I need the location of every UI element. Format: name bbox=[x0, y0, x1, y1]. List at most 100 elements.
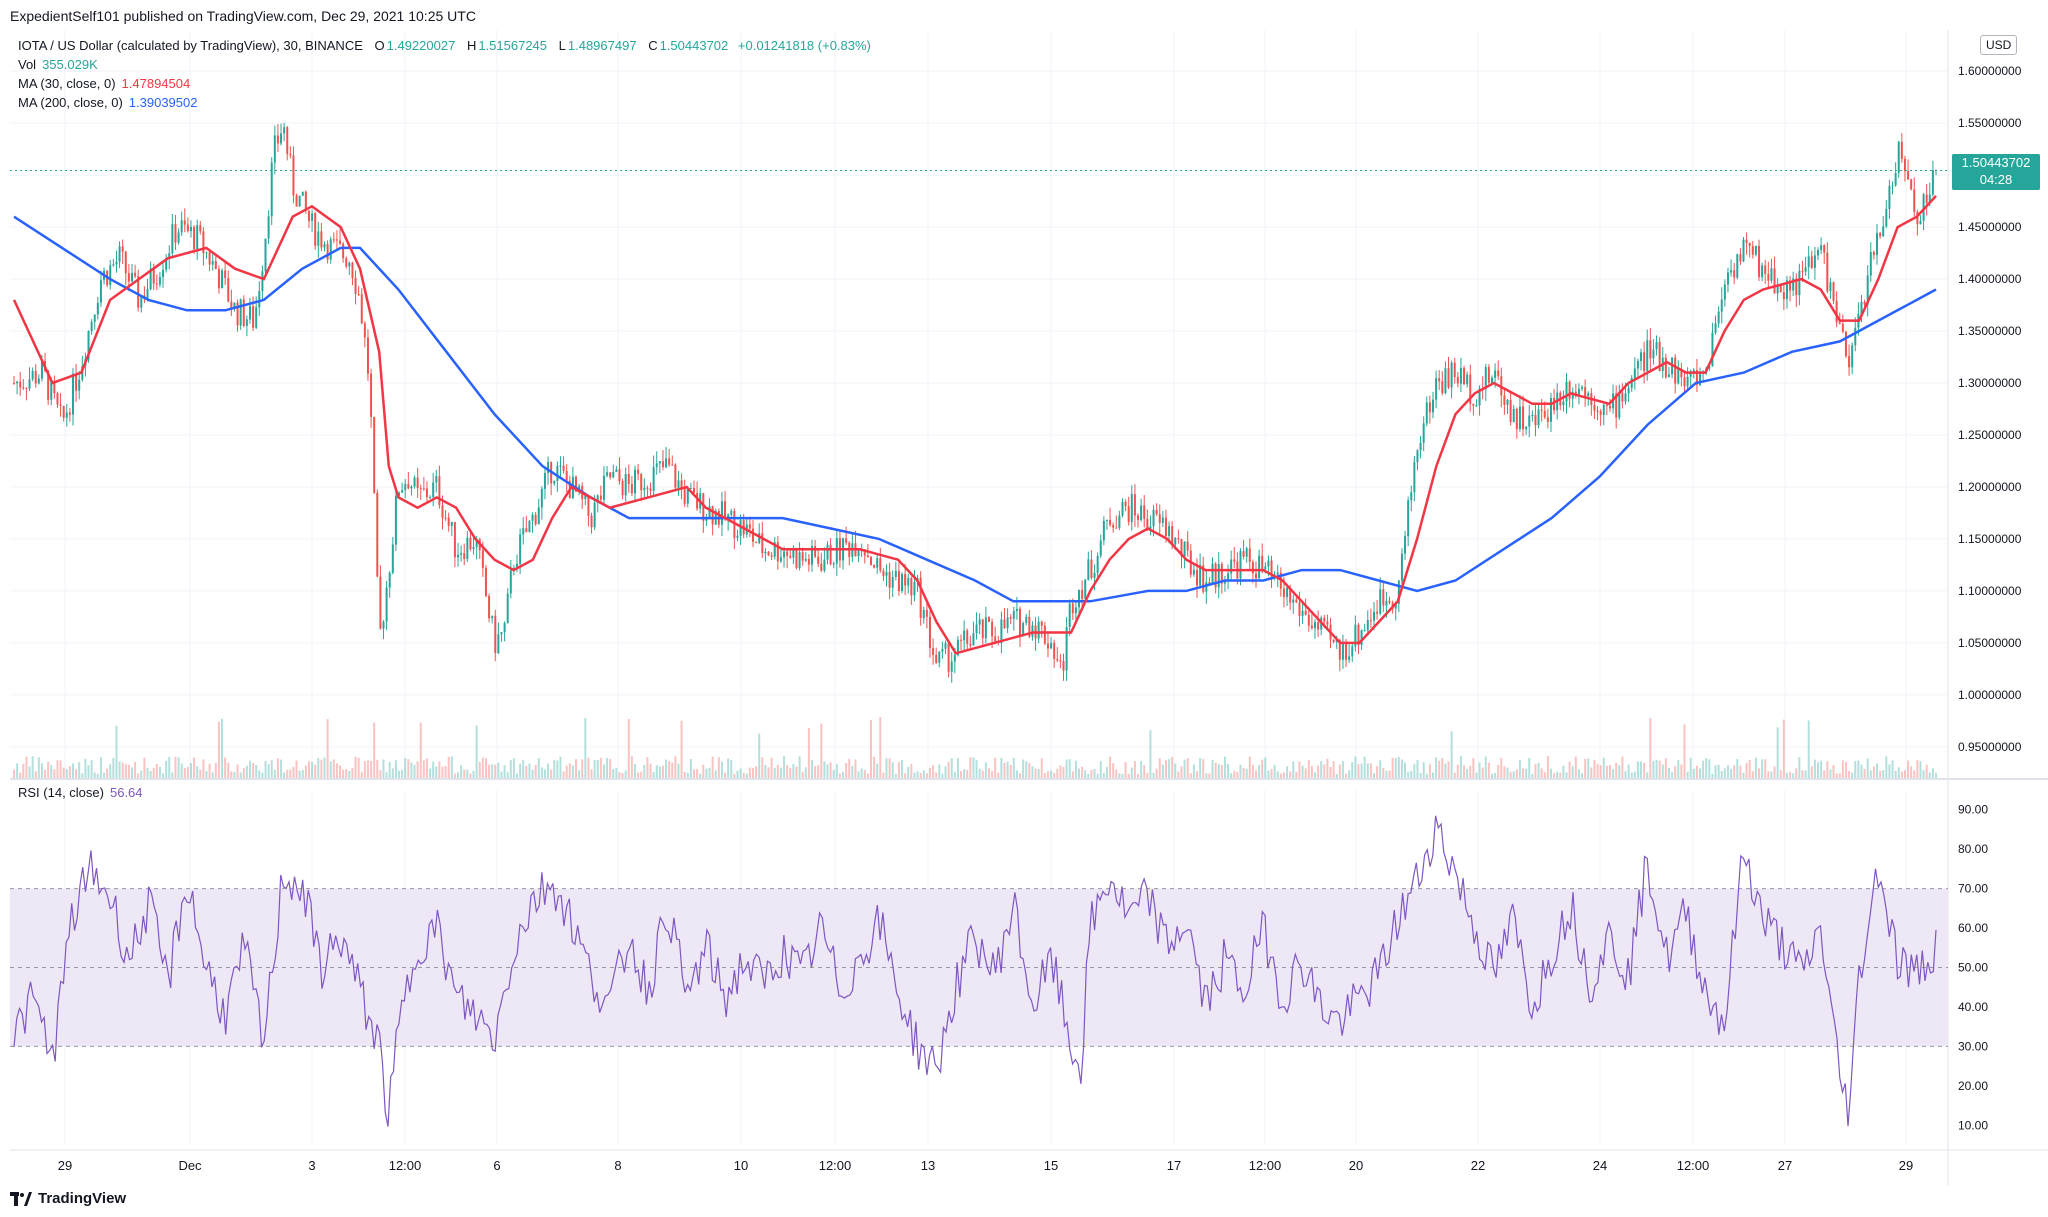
candle-body bbox=[751, 528, 754, 542]
legend-rsi-label: RSI (14, close) bbox=[18, 785, 104, 800]
volume-bar bbox=[1615, 762, 1618, 778]
candle-body bbox=[1658, 342, 1661, 372]
volume-bar bbox=[398, 770, 401, 778]
last-price-badge: 1.50443702 04:28 bbox=[1952, 154, 2040, 190]
candle-body bbox=[292, 155, 295, 196]
candle-body bbox=[13, 383, 15, 385]
candle-body bbox=[1543, 410, 1546, 418]
candle-body bbox=[1376, 611, 1379, 614]
candle-body bbox=[829, 544, 832, 565]
candle-body bbox=[1323, 617, 1326, 622]
volume-bar bbox=[242, 768, 245, 778]
candle-body bbox=[1518, 406, 1521, 430]
candle-body bbox=[1779, 285, 1782, 293]
volume-bar bbox=[1152, 772, 1155, 778]
volume-bar bbox=[531, 769, 534, 778]
candle-body bbox=[1745, 239, 1748, 243]
candle-body bbox=[1664, 357, 1667, 377]
candle-body bbox=[1087, 559, 1090, 580]
candle-body bbox=[987, 617, 990, 622]
candle-body bbox=[283, 127, 286, 134]
volume-bar bbox=[668, 761, 671, 778]
rsi-tick-label: 40.00 bbox=[1958, 1000, 1988, 1014]
volume-bar bbox=[68, 766, 71, 778]
candle-body bbox=[1351, 646, 1354, 657]
ma30-line bbox=[12, 195, 1937, 655]
volume-bar bbox=[1481, 767, 1484, 778]
volume-bar bbox=[1767, 771, 1770, 778]
volume-bar bbox=[1478, 762, 1481, 778]
candle-body bbox=[233, 302, 236, 309]
volume-bar bbox=[1776, 727, 1779, 778]
volume-bar bbox=[1435, 757, 1438, 778]
volume-bar bbox=[1102, 772, 1105, 778]
rsi-tick-label: 10.00 bbox=[1958, 1118, 1988, 1132]
candle-body bbox=[481, 550, 484, 568]
candle-body bbox=[1621, 392, 1624, 402]
volume-bar bbox=[1605, 765, 1608, 778]
candle-body bbox=[702, 493, 705, 521]
volume-bar bbox=[1512, 771, 1515, 778]
volume-bar bbox=[842, 771, 845, 778]
tradingview-logo[interactable]: TradingView bbox=[10, 1190, 126, 1207]
volume-bar bbox=[1267, 770, 1270, 778]
candle-body bbox=[593, 502, 596, 528]
candle-body bbox=[643, 487, 646, 491]
candle-body bbox=[280, 133, 283, 144]
volume-bar bbox=[1112, 763, 1115, 778]
candle-body bbox=[618, 469, 621, 482]
volume-bar bbox=[78, 762, 81, 778]
volume-bar bbox=[845, 763, 848, 778]
volume-bar bbox=[1220, 764, 1223, 778]
candle-body bbox=[1000, 619, 1003, 644]
volume-bar bbox=[1568, 761, 1571, 778]
volume-bar bbox=[478, 761, 481, 778]
volume-bar bbox=[1695, 765, 1698, 778]
candle-body bbox=[1463, 367, 1466, 385]
volume-bar bbox=[345, 769, 348, 778]
candle-body bbox=[404, 484, 407, 491]
candle-body bbox=[1348, 656, 1351, 660]
volume-bar bbox=[1841, 760, 1844, 778]
volume-bar bbox=[1692, 768, 1695, 778]
volume-bar bbox=[1869, 770, 1872, 778]
volume-bar bbox=[457, 772, 460, 778]
volume-bar bbox=[1223, 756, 1226, 778]
volume-bar bbox=[994, 757, 997, 778]
volume-bar bbox=[1506, 767, 1509, 778]
volume-bar bbox=[885, 758, 888, 778]
candle-body bbox=[205, 252, 208, 254]
currency-button[interactable]: USD bbox=[1980, 35, 2018, 55]
volume-bar bbox=[1860, 764, 1863, 778]
candle-body bbox=[652, 467, 655, 491]
volume-bar bbox=[680, 720, 683, 778]
candle-body bbox=[1764, 265, 1767, 274]
candle-body bbox=[1130, 494, 1133, 522]
candle-body bbox=[1456, 377, 1459, 384]
volume-bar bbox=[1897, 767, 1900, 778]
y-tick-label: 1.60000000 bbox=[1958, 64, 2022, 78]
volume-bar bbox=[1857, 760, 1860, 778]
volume-bar bbox=[335, 763, 338, 778]
volume-bar bbox=[152, 768, 155, 778]
volume-bar bbox=[742, 772, 745, 778]
volume-bar bbox=[1180, 766, 1183, 778]
volume-bar bbox=[1649, 718, 1652, 778]
candle-body bbox=[640, 473, 643, 491]
candle-body bbox=[317, 231, 320, 246]
candle-body bbox=[1056, 658, 1059, 661]
volume-bar bbox=[475, 725, 478, 778]
candle-body bbox=[1140, 505, 1143, 521]
candle-body bbox=[193, 226, 196, 250]
candle-body bbox=[1174, 538, 1177, 545]
candle-body bbox=[665, 458, 668, 468]
volume-bar bbox=[1236, 772, 1239, 778]
candle-body bbox=[25, 387, 28, 389]
volume-bar bbox=[106, 768, 109, 778]
candle-body bbox=[1789, 280, 1792, 291]
volume-bar bbox=[137, 773, 140, 778]
y-tick-label: 1.25000000 bbox=[1958, 428, 2022, 442]
volume-bar bbox=[578, 770, 581, 778]
published-line: ExpedientSelf101 published on TradingVie… bbox=[10, 8, 476, 24]
volume-bar bbox=[283, 772, 286, 778]
